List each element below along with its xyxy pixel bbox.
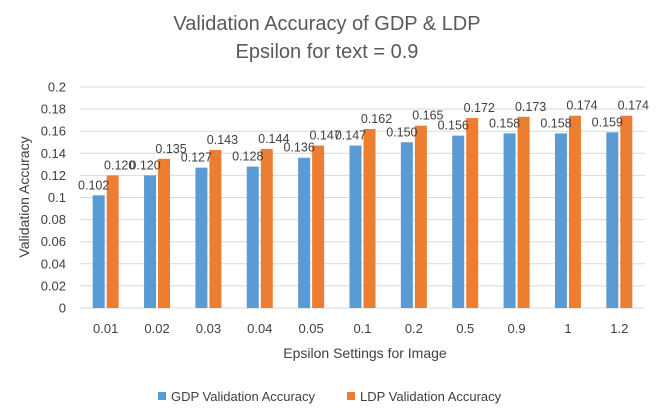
ldp-bar-0.9	[517, 116, 530, 309]
gdp-data-label: 0.128	[232, 150, 263, 164]
ldp-bar-0.04	[260, 148, 273, 308]
ldp-data-label: 0.172	[464, 101, 495, 115]
ldp-bar-0.03	[209, 149, 222, 308]
ldp-bar-0.02	[158, 158, 171, 308]
y-tick-label: 0.16	[41, 124, 66, 139]
legend-item-gdp: GDP Validation Accuracy	[158, 389, 316, 404]
gdp-data-label: 0.120	[129, 158, 160, 172]
x-tick-label: 0.5	[456, 321, 474, 336]
y-tick-label: 0.06	[41, 234, 66, 249]
ldp-bar-1	[568, 115, 581, 308]
y-tick-label: 0.14	[41, 146, 66, 161]
gdp-bar-0.01	[92, 195, 105, 308]
legend-label-gdp: GDP Validation Accuracy	[171, 389, 316, 404]
gdp-data-label: 0.147	[335, 129, 366, 143]
gdp-data-label: 0.150	[386, 125, 417, 139]
ldp-data-label: 0.120	[104, 158, 135, 172]
gdp-data-label: 0.159	[592, 115, 623, 129]
gdp-bar-1.2	[606, 132, 619, 308]
gdp-data-label: 0.158	[540, 116, 571, 130]
gdp-data-label: 0.136	[283, 141, 314, 155]
ldp-data-label: 0.173	[515, 100, 546, 114]
gdp-bar-0.2	[400, 142, 413, 308]
x-tick-label: 1	[564, 321, 571, 336]
y-tick-label: 0.08	[41, 212, 66, 227]
ldp-bar-0.01	[106, 175, 119, 308]
x-axis-ticks: 0.01 0.02 0.03 0.04 0.05 0.1 0.2 0.5 0.9 1 1.2	[93, 321, 628, 336]
y-tick-label: 0	[59, 301, 66, 316]
y-tick-label: 0.1	[48, 190, 66, 205]
gdp-bar-0.02	[144, 175, 157, 308]
ldp-bar-0.2	[414, 125, 427, 308]
ldp-data-label: 0.143	[207, 133, 238, 147]
ldp-data-label: 0.162	[361, 112, 392, 126]
gdp-bar-0.05	[298, 157, 311, 308]
ldp-bar-1.2	[620, 115, 633, 308]
x-tick-label: 0.05	[298, 321, 323, 336]
ldp-data-label: 0.174	[566, 99, 597, 113]
y-tick-label: 0.02	[41, 278, 66, 293]
bars	[92, 115, 633, 309]
x-tick-label: 0.2	[405, 321, 423, 336]
ldp-bar-0.5	[466, 117, 479, 308]
ldp-data-label: 0.147	[309, 129, 340, 143]
gdp-bar-0.5	[452, 135, 465, 308]
chart-title: Validation Accuracy of GDP & LDP	[173, 13, 480, 35]
x-tick-label: 0.9	[508, 321, 526, 336]
legend-swatch-ldp	[347, 392, 355, 400]
gridlines	[80, 86, 645, 309]
ldp-data-label: 0.165	[412, 109, 443, 123]
x-tick-label: 0.1	[353, 321, 371, 336]
x-axis-title: Epsilon Settings for Image	[283, 345, 447, 361]
gdp-bar-0.04	[246, 166, 259, 308]
x-tick-label: 0.03	[196, 321, 221, 336]
legend-label-ldp: LDP Validation Accuracy	[360, 389, 502, 404]
x-tick-label: 1.2	[610, 321, 628, 336]
x-tick-label: 0.02	[144, 321, 169, 336]
y-tick-label: 0.04	[41, 256, 66, 271]
x-tick-label: 0.04	[247, 321, 272, 336]
legend-swatch-gdp	[158, 392, 166, 400]
ldp-data-label: 0.135	[155, 142, 186, 156]
gdp-bar-0.9	[503, 133, 516, 308]
legend-item-ldp: LDP Validation Accuracy	[347, 389, 502, 404]
x-tick-label: 0.01	[93, 321, 118, 336]
ldp-data-label: 0.144	[258, 132, 289, 146]
chart-subtitle: Epsilon for text = 0.9	[236, 41, 419, 63]
y-tick-label: 0.12	[41, 168, 66, 183]
gdp-bar-0.1	[349, 145, 362, 308]
gdp-data-label: 0.102	[78, 178, 109, 192]
ldp-bar-0.05	[312, 145, 325, 308]
gdp-data-label: 0.158	[489, 116, 520, 130]
y-tick-label: 0.2	[48, 80, 66, 95]
gdp-data-label: 0.127	[181, 151, 212, 165]
gdp-bar-1	[554, 133, 567, 308]
y-axis-title: Validation Accuracy	[16, 136, 32, 257]
gdp-data-label: 0.156	[438, 119, 469, 133]
ldp-bar-0.1	[363, 128, 376, 308]
legend: GDP Validation Accuracy LDP Validation A…	[158, 389, 502, 404]
y-tick-label: 0.18	[41, 102, 66, 117]
ldp-data-label: 0.174	[618, 99, 649, 113]
gdp-bar-0.03	[195, 167, 208, 308]
y-axis-ticks: 0 0.02 0.04 0.06 0.08 0.1 0.12 0.14 0.16 0.18 0.2	[41, 80, 66, 316]
